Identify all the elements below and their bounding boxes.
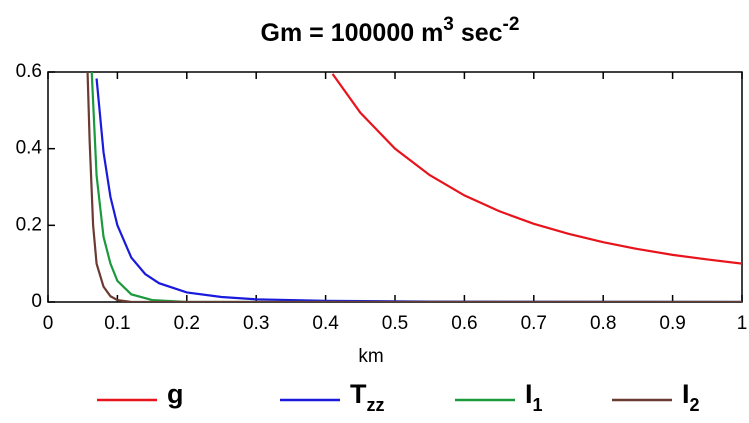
x-tick-label: 0.7 [521, 313, 547, 334]
legend-label: g [167, 379, 184, 409]
series-line [331, 73, 742, 265]
legend-sub: zz [367, 395, 385, 415]
x-tick-label: 0.9 [659, 313, 685, 334]
plot-area [86, 72, 742, 302]
legend-text: I [682, 379, 690, 409]
title-part: sec [454, 19, 503, 47]
y-tick-label: 0.4 [16, 138, 43, 159]
x-tick-label: 0.1 [104, 313, 130, 334]
legend-label: I1 [525, 379, 543, 415]
legend-text: g [167, 379, 184, 409]
title-part: Gm = 100000 m [261, 19, 444, 47]
plot-frame [47, 71, 743, 303]
y-tick-label: 0.2 [16, 214, 42, 235]
x-tick-label: 0.8 [590, 313, 616, 334]
chart-title: Gm = 100000 m3 sec-2 [261, 14, 520, 47]
y-tick-label: 0 [31, 291, 42, 312]
legend-sub: 1 [533, 395, 543, 415]
legend-text: I [525, 379, 533, 409]
x-tick-label: 1 [737, 313, 748, 334]
x-tick-label: 0.2 [174, 313, 200, 334]
legend-text: T [350, 379, 367, 409]
x-tick-label: 0.6 [451, 313, 477, 334]
x-axis-label: km [358, 346, 383, 367]
legend-label: I2 [682, 379, 700, 415]
x-tick-label: 0.5 [382, 313, 408, 334]
title-sup: -2 [503, 14, 520, 35]
series-line [90, 72, 742, 302]
x-tick-label: 0 [43, 313, 54, 334]
y-tick-label: 0.6 [16, 61, 42, 82]
legend-sub: 2 [690, 395, 700, 415]
legend-label: Tzz [350, 379, 385, 415]
series-line [86, 72, 742, 302]
series-line [95, 78, 742, 302]
x-tick-label: 0.4 [312, 313, 339, 334]
title-sup: 3 [443, 14, 454, 35]
x-tick-label: 0.3 [243, 313, 269, 334]
